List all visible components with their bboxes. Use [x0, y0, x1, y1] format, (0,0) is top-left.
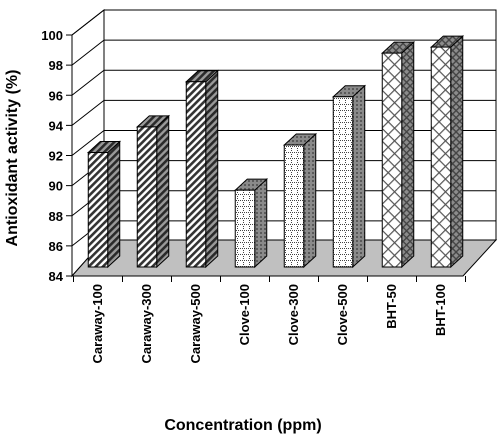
gridline	[71, 130, 496, 156]
gridline	[71, 99, 496, 126]
bar-side-face	[254, 178, 268, 269]
bar-side-face	[156, 114, 170, 269]
x-tick-label: Clove-500	[335, 284, 350, 345]
bar-front-face	[87, 152, 109, 268]
gridline	[71, 39, 496, 66]
bar-side-face	[450, 34, 464, 269]
y-tick-label: 84	[49, 269, 64, 284]
bar-front-face	[136, 126, 158, 268]
gridlines	[71, 9, 496, 247]
y-axis-title: Antioxidant activity (%)	[4, 70, 21, 247]
x-tick-labels: Caraway-100 Caraway-300 Caraway-500 Clove-1…	[72, 275, 466, 364]
bars	[86, 34, 465, 269]
x-tick-label: Caraway-100	[90, 284, 105, 364]
y-tick-label: 92	[49, 149, 63, 164]
bar-front-face	[430, 46, 452, 268]
x-tick-label: BHT-50	[384, 284, 399, 329]
y-tick-label: 98	[49, 58, 63, 73]
bar	[429, 34, 465, 269]
bar	[86, 140, 122, 269]
x-axis-title: Concentration (ppm)	[164, 417, 321, 434]
y-tick-label: 96	[49, 88, 63, 103]
bar	[282, 132, 318, 269]
bar	[184, 69, 220, 269]
y-tick-labels: 84 86 88 90 92 94 96 98 100	[41, 28, 72, 284]
bar-front-face	[283, 144, 305, 268]
bar	[135, 114, 171, 269]
y-tick-label: 86	[49, 239, 63, 254]
x-tick-label: Caraway-300	[139, 284, 154, 364]
bar-front-face	[185, 81, 207, 268]
gridline	[71, 69, 496, 96]
bar-side-face	[303, 132, 317, 269]
x-tick-label: Clove-300	[286, 284, 301, 345]
bar-side-face	[401, 40, 415, 269]
bar	[331, 84, 367, 269]
bar	[233, 178, 269, 269]
bar-front-face	[332, 96, 354, 268]
bar-front-face	[381, 52, 403, 268]
bar-side-face	[107, 140, 121, 269]
y-tick-label: 88	[49, 209, 63, 224]
gridline	[71, 9, 496, 36]
bar-side-face	[205, 69, 219, 269]
x-tick-label: BHT-100	[433, 284, 448, 336]
bar-side-face	[352, 84, 366, 269]
y-tick-label: 90	[49, 179, 63, 194]
y-tick-label: 94	[49, 118, 64, 133]
x-tick-label: Caraway-500	[188, 284, 203, 364]
y-tick-label: 100	[41, 28, 63, 43]
bar	[380, 40, 416, 269]
bar-front-face	[234, 189, 256, 268]
x-tick-label: Clove-100	[237, 284, 252, 345]
